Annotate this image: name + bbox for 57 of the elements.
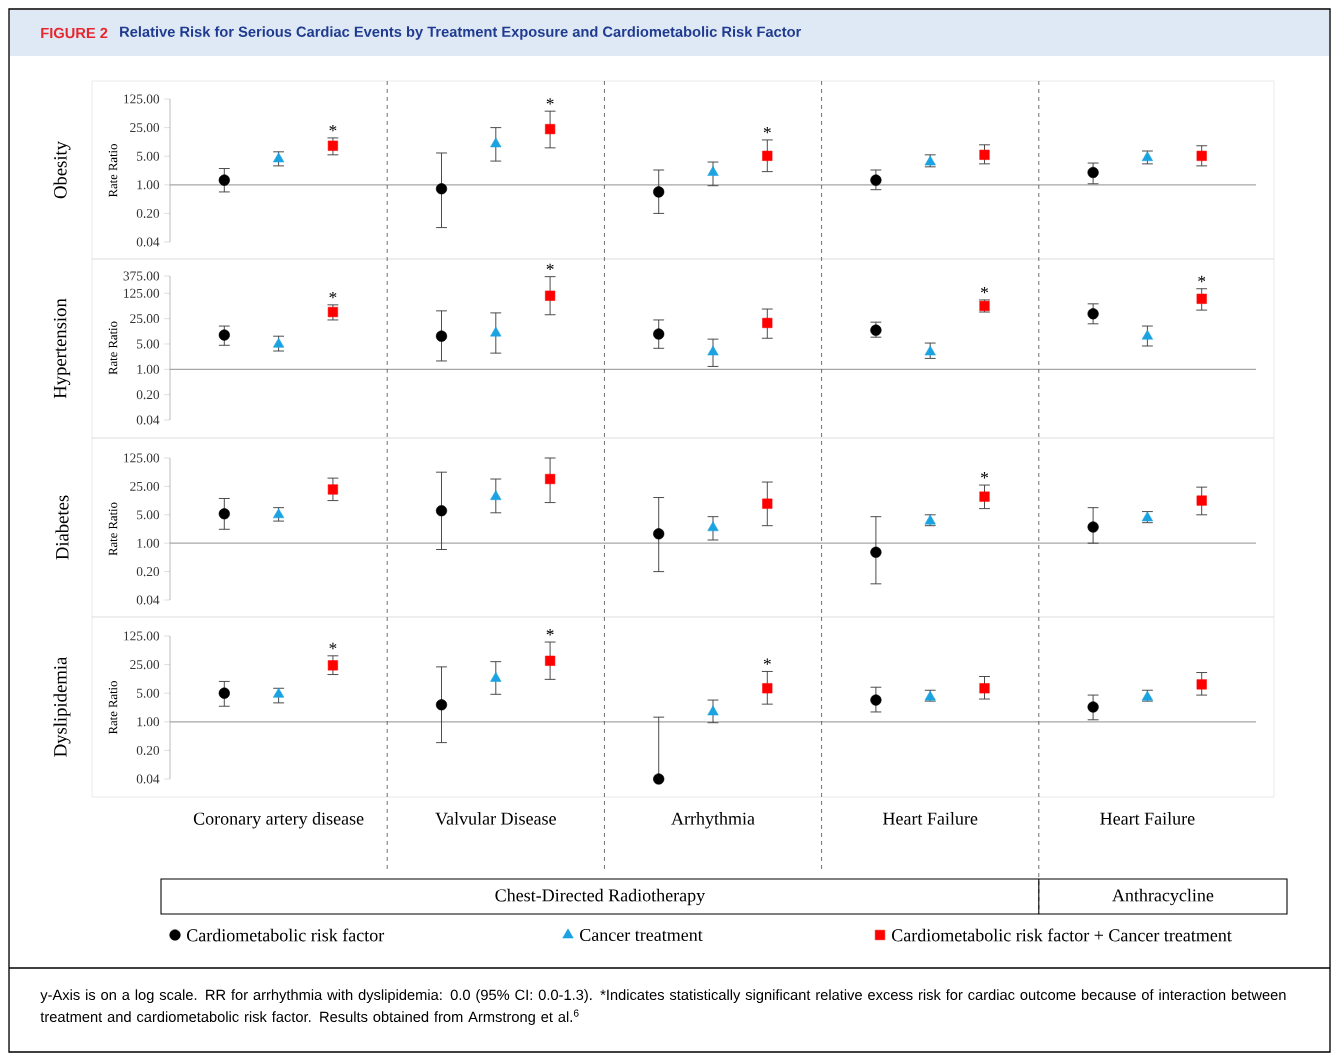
- y-tick-label: 0.04: [136, 237, 160, 247]
- data-label: *: [1198, 275, 1206, 283]
- y-tick-label: 25.00: [130, 314, 160, 324]
- legend-label: Cardiometabolic risk factor: [187, 928, 385, 942]
- y-tick-label: 125.00: [124, 631, 160, 641]
- y-axis-title: Rate Ratio: [108, 502, 118, 556]
- data-label: *: [763, 658, 771, 665]
- y-axis-title: Rate Ratio: [108, 144, 118, 198]
- y-tick-label: 0.20: [136, 745, 160, 755]
- y-tick-label: 5.00: [137, 151, 160, 161]
- text: y-Axis is on a log scale. RR for arrhythmia with dyslipidemia: 0.0 (95% CI: 0.0-1.3). *Indicates statistically significant relative excess risk for cardiac outcome because of interaction between treatment and cardiometabolic risk factor. Results obtained from Armstrong et al.$^{6}$: [40, 989, 1286, 1025]
- y-tick-label: 0.20: [136, 390, 160, 400]
- y-tick-label: 25.00: [130, 481, 160, 491]
- y-tick-label: 0.20: [136, 567, 160, 577]
- data-label: *: [329, 124, 337, 132]
- y-tick-label: 0.20: [136, 208, 160, 218]
- y-tick-label: 1.00: [137, 717, 160, 727]
- y-tick-label: 375.00: [123, 271, 160, 281]
- y-tick-label: 5.00: [137, 339, 160, 349]
- y-tick-label: 0.04: [136, 415, 160, 425]
- y-axis-title: Rate Ratio: [108, 321, 118, 375]
- data-label: *: [546, 98, 554, 105]
- text: Diabetes: [55, 495, 69, 560]
- y-tick-label: 5.00: [137, 510, 160, 520]
- y-tick-label: 1.00: [137, 364, 160, 374]
- y-tick-label: 1.00: [137, 180, 160, 190]
- y-tick-label: 25.00: [130, 660, 160, 670]
- y-tick-label: 25.00: [130, 123, 160, 133]
- x-tick-label: Heart Failure: [883, 812, 978, 825]
- x-tick-label: Heart Failure: [1100, 812, 1195, 825]
- text: Dyslipidemia: [53, 656, 71, 757]
- y-tick-label: 125.00: [124, 94, 160, 104]
- x-tick-label: Arrhythmia: [671, 812, 755, 829]
- data-label: *: [981, 472, 989, 479]
- data-label: *: [546, 629, 554, 636]
- y-tick-label: 5.00: [137, 688, 160, 698]
- data-label: *: [981, 286, 989, 294]
- text: Obesity: [53, 141, 71, 199]
- text: Chest-Directed Radiotherapy: [495, 888, 706, 906]
- data-label: *: [546, 263, 554, 271]
- text: Hypertension: [53, 298, 71, 399]
- legend-label: Cardiometabolic risk factor + Cancer treatment: [892, 928, 1232, 942]
- data-label: *: [329, 642, 337, 650]
- y-tick-label: 1.00: [137, 538, 160, 548]
- x-tick-label: Coronary artery disease: [193, 812, 364, 829]
- y-tick-label: 125.00: [124, 453, 160, 463]
- y-tick-label: 125.00: [124, 288, 160, 298]
- y-tick-label: 0.04: [136, 595, 160, 605]
- caption: FIGURE 2: [41, 27, 108, 39]
- text: Relative Risk for Serious Cardiac Events by Treatment Exposure and Cardiometabolic Risk Factor: [120, 26, 802, 40]
- y-axis-title: Rate Ratio: [108, 681, 118, 735]
- y-tick-label: 0.04: [136, 774, 160, 784]
- x-tick-label: Valvular Disease: [435, 812, 556, 825]
- data-label: *: [763, 126, 771, 134]
- legend-label: Cancer treatment: [580, 928, 703, 942]
- data-label: *: [329, 291, 337, 299]
- text: Anthracycline: [1112, 888, 1214, 906]
